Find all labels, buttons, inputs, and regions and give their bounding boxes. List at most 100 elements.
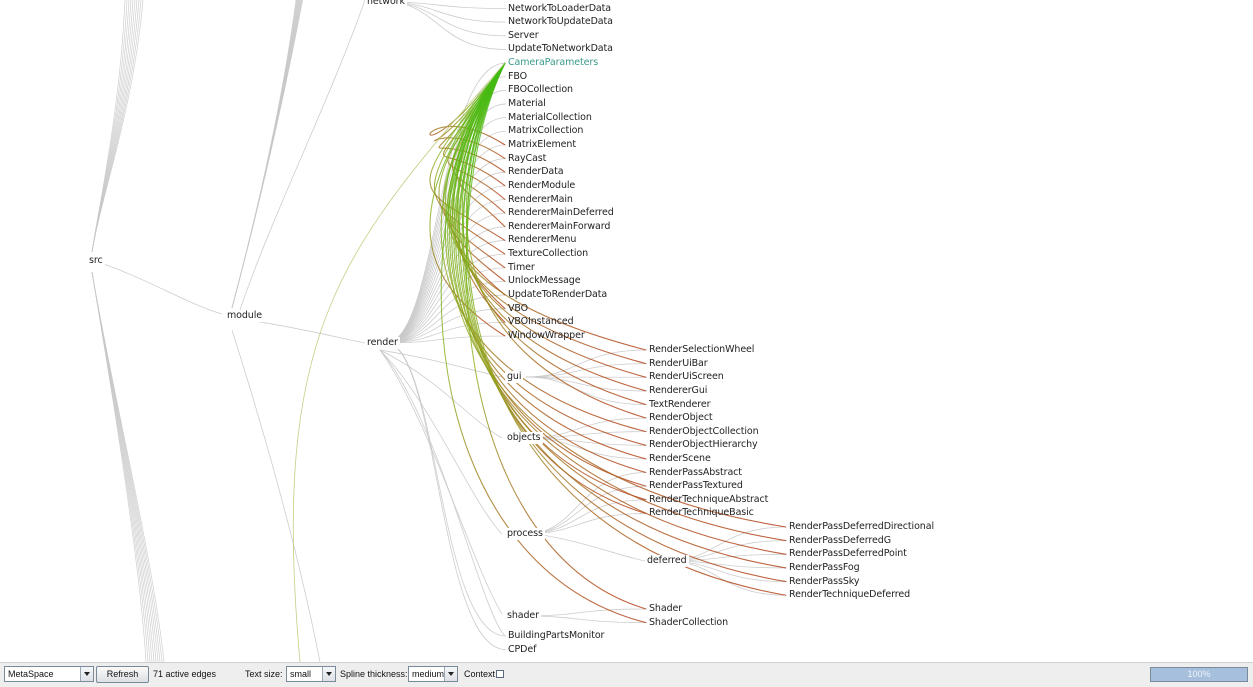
tree-edge-render-scene: [526, 438, 647, 459]
node-ray-cast[interactable]: RayCast: [508, 153, 546, 165]
node-shader-collection[interactable]: ShaderCollection: [649, 617, 728, 629]
progress-text: 100%: [1187, 669, 1210, 679]
node-renderer-main-forward[interactable]: RendererMainForward: [508, 221, 610, 233]
tree-edge-root-bottom: [92, 272, 152, 662]
chevron-down-icon[interactable]: [322, 667, 335, 681]
context-label: Context: [464, 669, 495, 680]
node-fbo-collection[interactable]: FBOCollection: [508, 84, 573, 96]
node-render-technique-basic[interactable]: RenderTechniqueBasic: [649, 507, 754, 519]
node-renderer-main-deferred[interactable]: RendererMainDeferred: [508, 207, 614, 219]
context-checkbox[interactable]: [496, 670, 504, 678]
node-renderer-main[interactable]: RendererMain: [508, 194, 573, 206]
tree-edge-render-process: [380, 350, 502, 534]
node-render-pass-textured[interactable]: RenderPassTextured: [649, 480, 743, 492]
node-camera-parameters[interactable]: CameraParameters: [508, 57, 598, 69]
node-render-pass-deferred-g[interactable]: RenderPassDeferredG: [789, 535, 891, 547]
group-shader[interactable]: shader: [505, 610, 541, 622]
node-material[interactable]: Material: [508, 98, 546, 110]
node-window-wrapper[interactable]: WindowWrapper: [508, 330, 585, 342]
node-matrix-element[interactable]: MatrixElement: [508, 139, 576, 151]
node-render-ui-screen[interactable]: RenderUiScreen: [649, 371, 724, 383]
tree-edge-module-render: [248, 320, 365, 343]
node-render-pass-abstract[interactable]: RenderPassAbstract: [649, 467, 742, 479]
tree-edge-module-bottom: [232, 330, 320, 662]
node-render-module[interactable]: RenderModule: [508, 180, 575, 192]
tree-edge-renderer-gui: [526, 377, 647, 391]
text-size-select[interactable]: small: [286, 666, 336, 682]
node-update-to-render-data[interactable]: UpdateToRenderData: [508, 289, 607, 301]
tree-edge-module-top: [232, 0, 298, 308]
node-update-to-network-data[interactable]: UpdateToNetworkData: [508, 43, 613, 55]
node-render-selection-wheel[interactable]: RenderSelectionWheel: [649, 344, 754, 356]
node-render-pass-sky[interactable]: RenderPassSky: [789, 576, 859, 588]
node-shader[interactable]: Shader: [649, 603, 682, 615]
tree-edge-module-top: [232, 0, 297, 308]
chevron-down-icon[interactable]: [444, 667, 457, 681]
text-size-value: small: [290, 669, 311, 679]
spline-thickness-select[interactable]: medium: [408, 666, 458, 682]
progress-bar: 100%: [1150, 667, 1248, 682]
tree-edge-render-object: [526, 418, 647, 438]
bottom-toolbar: MetaSpace Refresh 71 active edges Text s…: [0, 662, 1253, 687]
group-process[interactable]: process: [505, 528, 545, 540]
active-edges-count: 71 active edges: [153, 669, 216, 680]
tree-edge-module-top: [232, 0, 297, 308]
node-network-to-update-data[interactable]: NetworkToUpdateData: [508, 16, 613, 28]
node-fbo[interactable]: FBO: [508, 71, 527, 83]
refresh-button[interactable]: Refresh: [96, 666, 149, 683]
node-render-data[interactable]: RenderData: [508, 166, 564, 178]
node-render-scene[interactable]: RenderScene: [649, 453, 711, 465]
node-render-pass-deferred-directional[interactable]: RenderPassDeferredDirectional: [789, 521, 934, 533]
text-size-label: Text size:: [245, 669, 283, 680]
tree-edge-root-top: [92, 0, 131, 252]
node-renderer-gui[interactable]: RendererGui: [649, 385, 707, 397]
view-select[interactable]: MetaSpace: [4, 666, 94, 682]
group-deferred[interactable]: deferred: [645, 555, 689, 567]
node-renderer-menu[interactable]: RendererMenu: [508, 234, 576, 246]
tree-edge-root-top: [92, 0, 129, 252]
tree-edge-shader-collection: [526, 616, 647, 623]
spline-thickness-value: medium: [412, 669, 444, 679]
node-render-pass-deferred-point[interactable]: RenderPassDeferredPoint: [789, 548, 907, 560]
node-cp-def[interactable]: CPDef: [508, 644, 536, 656]
node-render-object-collection[interactable]: RenderObjectCollection: [649, 426, 759, 438]
view-select-value: MetaSpace: [8, 669, 54, 679]
node-server[interactable]: Server: [508, 30, 539, 42]
node-unlock-message[interactable]: UnlockMessage: [508, 275, 581, 287]
tree-edge-building-parts-monitor: [386, 343, 506, 636]
node-network-to-loader-data[interactable]: NetworkToLoaderData: [508, 3, 611, 15]
tree-edge-shader: [526, 609, 647, 616]
tree-edge-render-selection-wheel: [526, 350, 647, 377]
group-module[interactable]: module: [225, 310, 264, 322]
group-network[interactable]: network: [365, 0, 407, 8]
tree-edge-module-top: [232, 0, 296, 308]
node-timer[interactable]: Timer: [508, 262, 535, 274]
node-render-object[interactable]: RenderObject: [649, 412, 713, 424]
node-material-collection[interactable]: MaterialCollection: [508, 112, 592, 124]
node-render-technique-deferred[interactable]: RenderTechniqueDeferred: [789, 589, 910, 601]
spline-thickness-label: Spline thickness:: [340, 669, 408, 680]
tree-edge-src-module: [98, 262, 222, 314]
node-render-ui-bar[interactable]: RenderUiBar: [649, 358, 708, 370]
tree-edge-module-top: [232, 0, 298, 308]
group-gui[interactable]: gui: [505, 371, 523, 383]
node-vbo-instanced[interactable]: VBOInstanced: [508, 316, 574, 328]
node-building-parts-monitor[interactable]: BuildingPartsMonitor: [508, 630, 604, 642]
tree-edge-module-network: [240, 0, 365, 310]
node-render-pass-fog[interactable]: RenderPassFog: [789, 562, 860, 574]
chevron-down-icon[interactable]: [80, 667, 93, 681]
tree-edge-root-bottom: [92, 272, 146, 662]
node-matrix-collection[interactable]: MatrixCollection: [508, 125, 583, 137]
node-texture-collection[interactable]: TextureCollection: [508, 248, 588, 260]
node-vbo[interactable]: VBO: [508, 303, 528, 315]
tree-edge-update-to-network-data: [386, 2, 506, 49]
edge-layer: [0, 0, 1253, 662]
node-text-renderer[interactable]: TextRenderer: [649, 399, 710, 411]
group-objects[interactable]: objects: [505, 432, 543, 444]
node-render-technique-abstract[interactable]: RenderTechniqueAbstract: [649, 494, 768, 506]
tree-edge-root-bottom: [92, 272, 148, 662]
node-render-object-hierarchy[interactable]: RenderObjectHierarchy: [649, 439, 758, 451]
group-src[interactable]: src: [87, 255, 105, 267]
group-render[interactable]: render: [365, 337, 400, 349]
